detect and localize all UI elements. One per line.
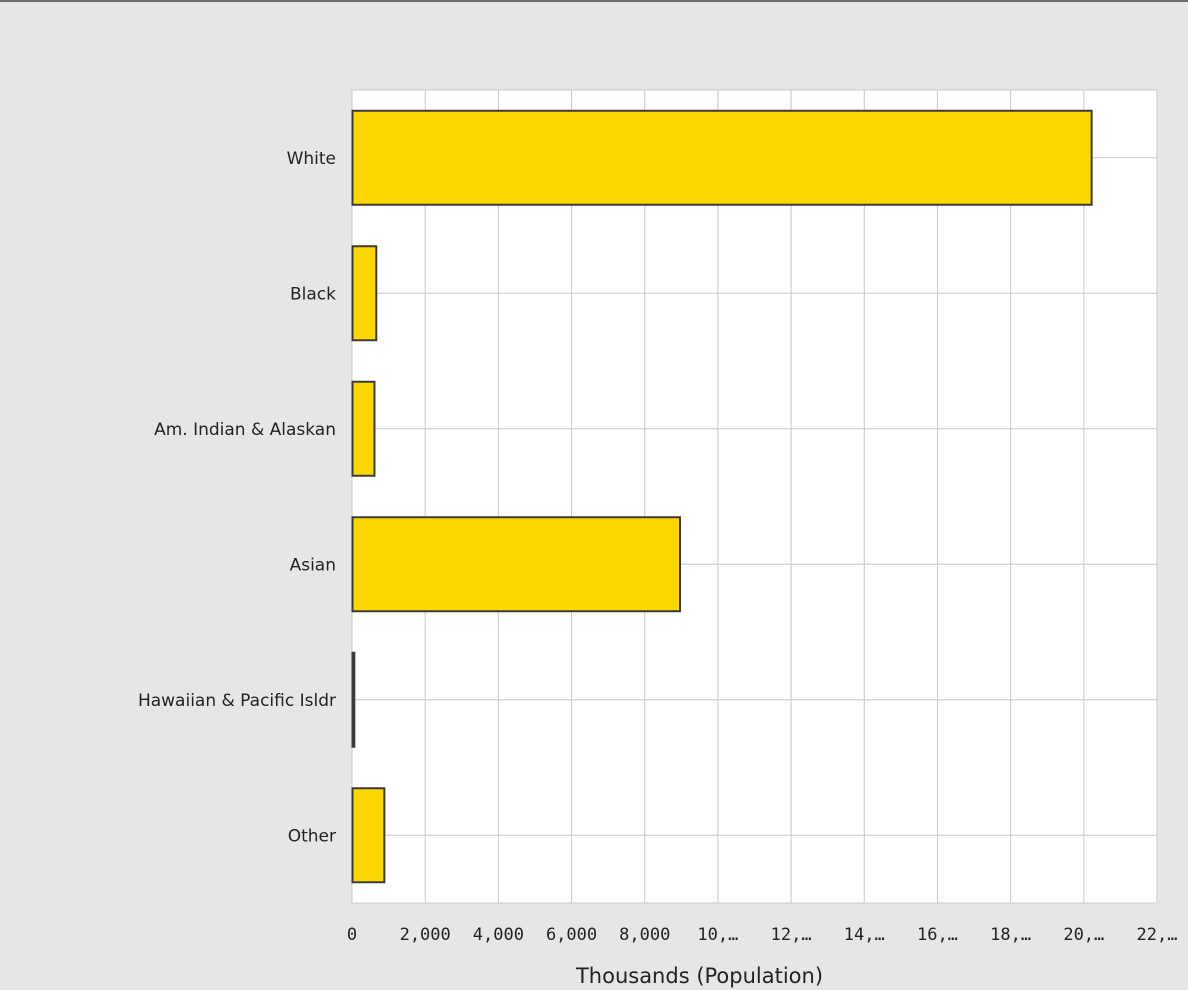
x-tick-label: 6,000 <box>546 925 597 945</box>
x-tick-label: 4,000 <box>473 925 524 945</box>
x-tick-label: 12,… <box>771 925 812 945</box>
bar <box>351 651 356 748</box>
x-tick-label: 10,… <box>697 925 738 945</box>
bar <box>351 109 1093 206</box>
category-label: White <box>287 149 336 169</box>
x-tick-label: 22,… <box>1137 925 1178 945</box>
x-tick-label: 14,… <box>844 925 885 945</box>
x-axis-title: Thousands (Population) <box>575 964 823 988</box>
category-label: Black <box>290 284 336 304</box>
x-tick-label: 16,… <box>917 925 958 945</box>
bar <box>351 516 681 613</box>
category-label: Am. Indian & Alaskan <box>154 420 336 440</box>
bar <box>351 245 378 342</box>
top-border <box>0 0 1188 2</box>
x-tick-label: 8,000 <box>619 925 670 945</box>
bar <box>351 380 376 477</box>
x-tick-labels: 0 2,000 4,000 6,000 8,000 10,… 12,… 14,… 16,… 18,… <box>347 925 1178 945</box>
category-labels: White Black Am. Indian & Alaskan Asian Hawai… <box>138 149 336 847</box>
category-label: Asian <box>290 555 336 575</box>
plot-area <box>351 89 1158 904</box>
bar <box>351 787 386 884</box>
x-tick-label: 2,000 <box>400 925 451 945</box>
x-tick-label: 18,… <box>990 925 1031 945</box>
bars <box>351 109 1093 884</box>
category-label: Other <box>288 826 336 846</box>
x-tick-label: 0 <box>347 925 357 945</box>
category-label: Hawaiian & Pacific Isldr <box>138 691 336 711</box>
x-tick-label: 20,… <box>1063 925 1104 945</box>
